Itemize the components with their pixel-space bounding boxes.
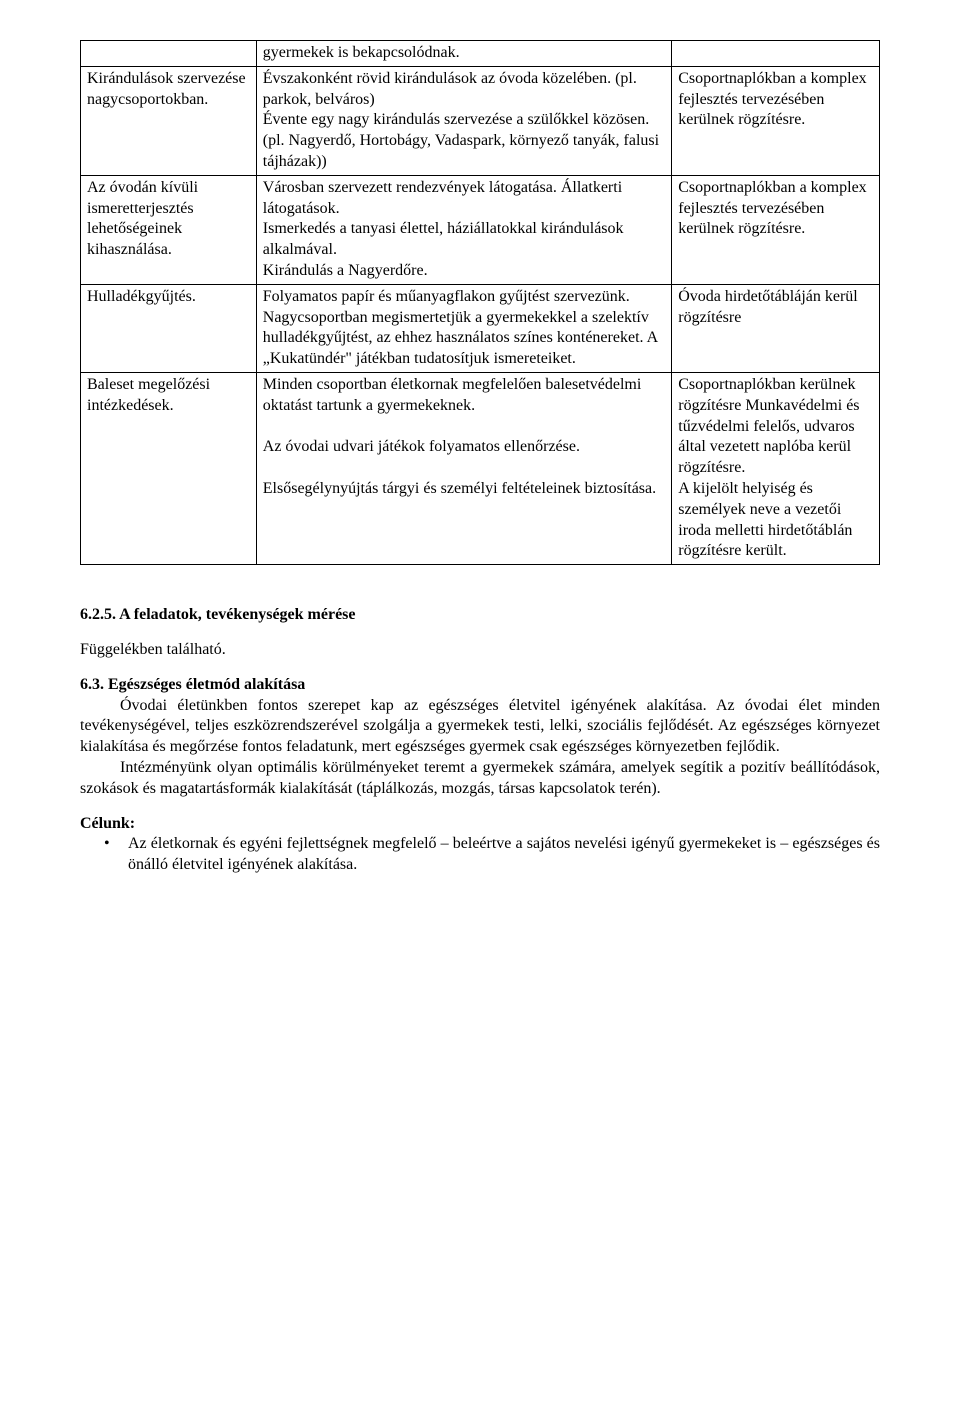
table-row: Kirándulások szervezése nagycsoportokban… <box>81 66 880 175</box>
table-cell: Csoportnaplókban a komplex fejlesztés te… <box>672 66 880 175</box>
table-cell: Évszakonként rövid kirándulások az óvoda… <box>256 66 671 175</box>
table-cell: Csoportnaplókban kerülnek rögzítésre Mun… <box>672 372 880 564</box>
table-cell: Csoportnaplókban a komplex fejlesztés te… <box>672 175 880 284</box>
table-row: Az óvodán kívüli ismeretterjesztés lehet… <box>81 175 880 284</box>
table-cell <box>672 41 880 67</box>
table-cell: Folyamatos papír és műanyagflakon gyűjté… <box>256 284 671 372</box>
table-cell: Minden csoportban életkornak megfelelően… <box>256 372 671 564</box>
section-63-para2: Intézményünk olyan optimális körülmények… <box>80 758 880 800</box>
table-cell: Óvoda hirdetőtábláján kerül rögzítésre <box>672 284 880 372</box>
table-cell: Baleset megelőzési intézkedések. <box>81 372 257 564</box>
table-cell: Városban szervezett rendezvények látogat… <box>256 175 671 284</box>
table-cell: gyermekek is bekapcsolódnak. <box>256 41 671 67</box>
table-cell <box>81 41 257 67</box>
celunk-heading: Célunk: <box>80 814 880 835</box>
celunk-item: Az életkornak és egyéni fejlettségnek me… <box>80 834 880 876</box>
section-625-heading: 6.2.5. A feladatok, tevékenységek mérése <box>80 605 880 626</box>
section-63-para1: Óvodai életünkben fontos szerepet kap az… <box>80 696 880 758</box>
section-625-text: Függelékben található. <box>80 640 880 661</box>
table-cell: Kirándulások szervezése nagycsoportokban… <box>81 66 257 175</box>
table-row: Hulladékgyűjtés.Folyamatos papír és műan… <box>81 284 880 372</box>
table-cell: Az óvodán kívüli ismeretterjesztés lehet… <box>81 175 257 284</box>
table-row: Baleset megelőzési intézkedések.Minden c… <box>81 372 880 564</box>
celunk-list: Az életkornak és egyéni fejlettségnek me… <box>80 834 880 876</box>
table-cell: Hulladékgyűjtés. <box>81 284 257 372</box>
table-row: gyermekek is bekapcsolódnak. <box>81 41 880 67</box>
measures-table: gyermekek is bekapcsolódnak.Kirándulások… <box>80 40 880 565</box>
section-63-heading: 6.3. Egészséges életmód alakítása <box>80 675 880 696</box>
